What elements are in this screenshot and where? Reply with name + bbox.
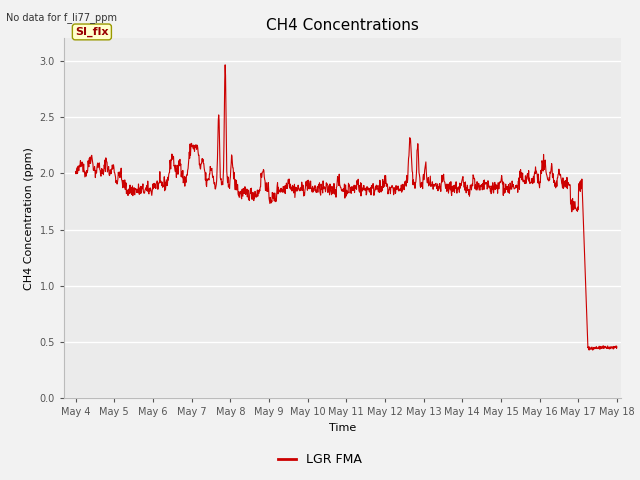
X-axis label: Time: Time (329, 423, 356, 433)
Text: No data for f_li77_ppm: No data for f_li77_ppm (6, 12, 117, 23)
Title: CH4 Concentrations: CH4 Concentrations (266, 18, 419, 33)
Legend: LGR FMA: LGR FMA (273, 448, 367, 471)
Y-axis label: CH4 Concentration (ppm): CH4 Concentration (ppm) (24, 147, 34, 290)
Text: SI_flx: SI_flx (75, 27, 109, 37)
